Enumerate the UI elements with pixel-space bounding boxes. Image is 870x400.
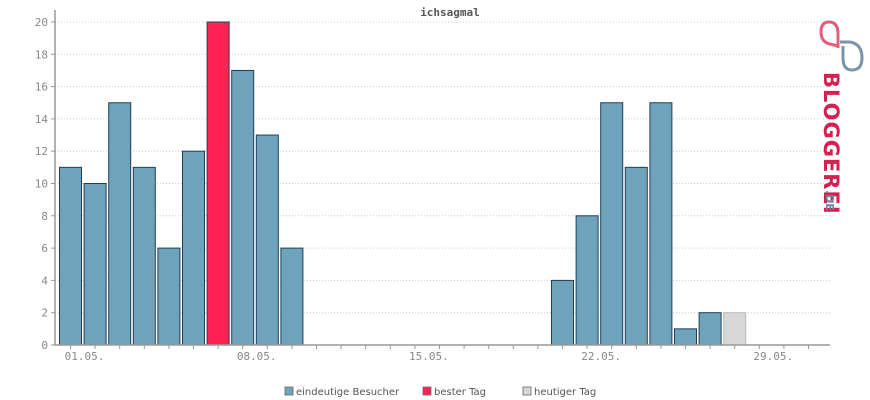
y-tick-label: 14 <box>35 113 49 126</box>
bar <box>83 183 107 346</box>
bar <box>575 215 599 346</box>
y-tick-label: 2 <box>41 307 48 320</box>
bar <box>551 279 574 346</box>
bar <box>182 150 205 346</box>
y-tick-label: 6 <box>41 242 48 255</box>
bar <box>132 166 156 346</box>
y-tick-label: 12 <box>35 145 48 158</box>
y-tick-label: 8 <box>41 210 48 223</box>
bars <box>59 21 747 346</box>
bar <box>59 166 82 346</box>
bar <box>280 247 304 346</box>
legend-item: eindeutige Besucher <box>284 386 400 398</box>
bar-today <box>723 312 747 346</box>
bar-best-day <box>206 21 230 346</box>
legend-swatch <box>522 386 532 396</box>
legend-swatch <box>422 386 432 396</box>
x-tick-label: 08.05. <box>237 350 277 363</box>
bar <box>157 247 181 346</box>
logo-mark-icon <box>819 20 864 72</box>
bar <box>649 102 673 346</box>
legend-item: heutiger Tag <box>522 386 596 398</box>
x-tick-label: 01.05. <box>65 350 105 363</box>
x-tick-label: 29.05. <box>753 350 793 363</box>
bar <box>108 102 132 346</box>
logo-suffix-text: .DE <box>823 190 836 211</box>
y-tick-label: 20 <box>35 16 48 29</box>
legend: eindeutige Besucher bester Tag heutiger Ta… <box>284 386 596 398</box>
chart-title: ichsagmal <box>420 6 480 19</box>
bar <box>698 312 722 346</box>
legend-item: bester Tag <box>422 386 486 398</box>
bar <box>255 134 279 346</box>
legend-label: eindeutige Besucher <box>296 387 400 398</box>
bar <box>674 328 697 346</box>
x-tick-label: 22.05. <box>581 350 621 363</box>
y-tick-label: 16 <box>35 81 48 94</box>
bloggerei-logo: BLOGGEREI .DE <box>819 20 864 215</box>
x-tick-label: 15.05. <box>409 350 449 363</box>
x-axis-ticks: 01.05. 08.05. 15.05. 22.05. 29.05. <box>65 345 809 363</box>
y-tick-label: 4 <box>41 274 48 287</box>
legend-label: heutiger Tag <box>534 387 596 398</box>
bar <box>624 166 648 346</box>
bar <box>600 102 624 346</box>
y-tick-label: 18 <box>35 48 48 61</box>
y-tick-label: 10 <box>35 178 48 191</box>
legend-label: bester Tag <box>434 387 486 398</box>
bar <box>231 69 255 346</box>
y-tick-label: 0 <box>41 339 48 352</box>
y-axis-ticks: 0 2 4 6 8 10 12 14 16 18 20 <box>35 16 55 352</box>
legend-swatch <box>284 386 294 396</box>
logo-brand-text: BLOGGEREI <box>819 72 843 215</box>
